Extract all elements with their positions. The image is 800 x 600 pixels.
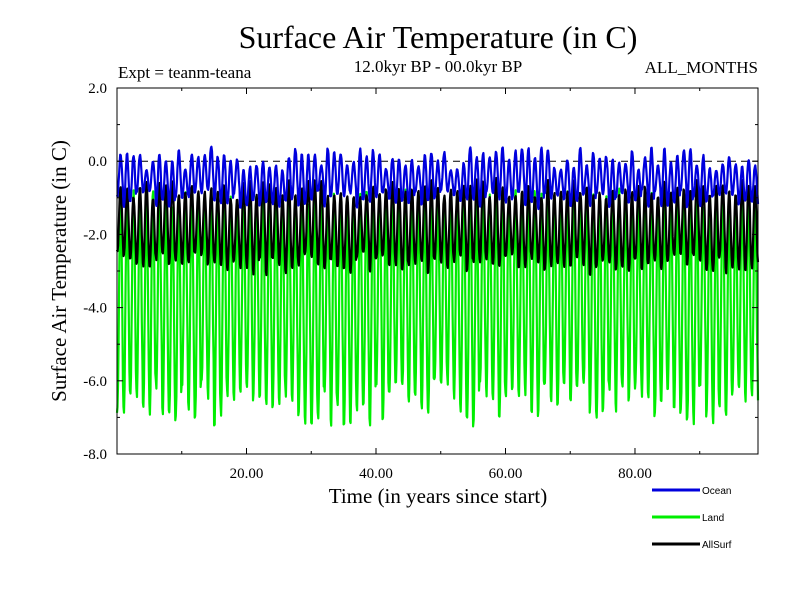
x-tick-label: 80.00 [618, 466, 652, 482]
experiment-label: Expt = teanm-teana [118, 63, 252, 82]
y-tick-label: -6.0 [83, 374, 107, 390]
x-tick-label: 40.00 [359, 466, 393, 482]
x-tick-label: 20.00 [230, 466, 264, 482]
legend-allsurf-label: AllSurf [702, 540, 732, 551]
y-tick-label: -4.0 [83, 301, 107, 317]
x-tick-label: 60.00 [489, 466, 523, 482]
time-range-label: 12.0kyr BP - 00.0kyr BP [354, 57, 522, 76]
y-tick-label: 2.0 [88, 81, 107, 97]
y-tick-label: 0.0 [88, 154, 107, 170]
y-tick-label: -2.0 [83, 227, 107, 243]
series-line-ocean [115, 145, 760, 211]
legend: Ocean Land AllSurf [652, 486, 732, 551]
months-label: ALL_MONTHS [645, 58, 758, 77]
series-line-allsurf [115, 176, 760, 277]
x-axis-label: Time (in years since start) [329, 484, 548, 508]
chart-title: Surface Air Temperature (in C) [239, 19, 638, 55]
y-axis-label: Surface Air Temperature (in C) [47, 140, 71, 402]
plot-area [115, 87, 760, 455]
y-tick-label: -8.0 [83, 447, 107, 463]
legend-land-label: Land [702, 513, 724, 524]
legend-ocean-label: Ocean [702, 486, 731, 497]
